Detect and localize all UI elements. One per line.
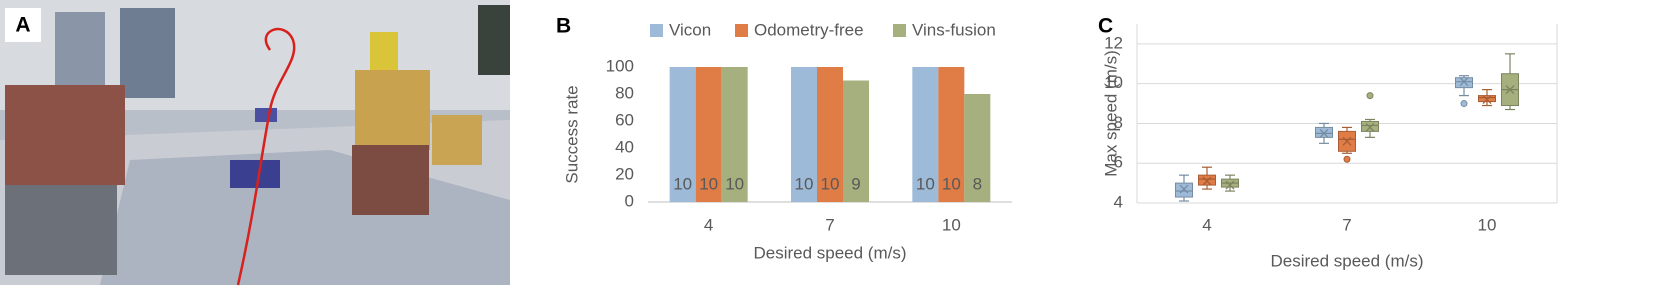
bar-count-label: 10 xyxy=(795,174,814,193)
bar-count-label: 10 xyxy=(699,174,718,193)
bar-count-label: 8 xyxy=(973,174,982,193)
panel-label-box xyxy=(5,8,41,42)
y-tick-label: 80 xyxy=(615,83,634,102)
y-tick-label: 100 xyxy=(606,56,634,75)
x-tick-label: 4 xyxy=(704,215,713,234)
mean-marker xyxy=(1202,176,1212,186)
photo-box xyxy=(370,32,398,70)
mean-marker xyxy=(1365,122,1375,132)
mean-marker xyxy=(1342,136,1352,146)
photo-drone xyxy=(230,160,280,188)
y-tick-label: 20 xyxy=(615,164,634,183)
box xyxy=(1455,77,1473,89)
mean-marker xyxy=(1505,85,1515,95)
x-tick-label: 10 xyxy=(942,215,961,234)
bar-count-label: 10 xyxy=(916,174,935,193)
box xyxy=(1315,126,1333,138)
y-tick-label: 6 xyxy=(1114,153,1123,172)
mean-marker xyxy=(1459,77,1469,87)
outlier xyxy=(1366,92,1374,100)
photo-box xyxy=(5,85,125,185)
y-tick-label: 8 xyxy=(1114,113,1123,132)
bar-count-label: 9 xyxy=(851,174,860,193)
x-tick-label: 7 xyxy=(825,215,834,234)
mean-marker xyxy=(1179,184,1189,194)
x-axis-title: Desired speed (m/s) xyxy=(1270,251,1423,270)
legend-swatch xyxy=(650,24,663,37)
photo-trajectory xyxy=(236,28,296,286)
panel-label: C xyxy=(1098,15,1113,38)
y-tick-label: 0 xyxy=(625,191,634,210)
legend-label: Vins-fusion xyxy=(912,20,996,39)
mean-marker xyxy=(1225,180,1235,190)
x-axis-title: Desired speed (m/s) xyxy=(753,243,906,262)
photo-drone xyxy=(255,108,277,122)
photo-screen xyxy=(478,5,510,75)
bar-count-label: 10 xyxy=(821,174,840,193)
bar xyxy=(817,67,843,202)
bar xyxy=(843,80,869,202)
outlier xyxy=(1460,100,1468,108)
y-tick-label: 40 xyxy=(615,137,634,156)
bar xyxy=(912,67,939,202)
photo-box xyxy=(352,145,429,215)
x-tick-label: 10 xyxy=(1478,215,1497,234)
bar xyxy=(721,67,748,202)
y-tick-label: 60 xyxy=(615,110,634,129)
panel-label: A xyxy=(15,14,30,37)
photo-box xyxy=(355,70,430,150)
y-axis-title: Success rate xyxy=(562,85,581,183)
bar xyxy=(669,67,696,202)
legend-swatch xyxy=(893,24,906,37)
y-tick-label: 4 xyxy=(1114,192,1123,211)
outlier xyxy=(1343,155,1351,163)
bar xyxy=(938,67,965,202)
y-tick-label: 12 xyxy=(1104,33,1123,52)
legend-swatch xyxy=(735,24,748,37)
legend-label: Vicon xyxy=(669,20,711,39)
bar-count-label: 10 xyxy=(673,174,692,193)
mean-marker xyxy=(1319,128,1329,138)
bar xyxy=(964,94,991,202)
photo-box xyxy=(55,12,105,87)
x-tick-label: 7 xyxy=(1342,215,1351,234)
box xyxy=(1478,95,1496,103)
bar-count-label: 10 xyxy=(725,174,744,193)
bar xyxy=(695,67,722,202)
bar xyxy=(791,67,817,202)
photo-box xyxy=(120,8,175,98)
photo-box xyxy=(432,115,482,165)
photo-box xyxy=(5,185,117,275)
box xyxy=(1198,174,1216,186)
box xyxy=(1175,182,1193,198)
photo: A xyxy=(0,0,510,286)
bar-chart: B 0 20 40 60 80 100 4 7 10 Desired speed (m/s) Succ… xyxy=(556,15,1012,262)
legend-label: Odometry-free xyxy=(754,20,864,39)
y-axis-title: Max speed (m/s) xyxy=(1101,50,1120,177)
bar-count-label: 10 xyxy=(942,174,961,193)
y-tick-label: 10 xyxy=(1104,73,1123,92)
x-tick-label: 4 xyxy=(1202,215,1211,234)
box xyxy=(1361,120,1379,132)
box-chart: C 4 6 8 10 12 4 7 10 Desired speed (m/s) Max speed… xyxy=(1098,15,1558,270)
panel-label: B xyxy=(556,15,571,38)
mean-marker xyxy=(1482,95,1492,105)
